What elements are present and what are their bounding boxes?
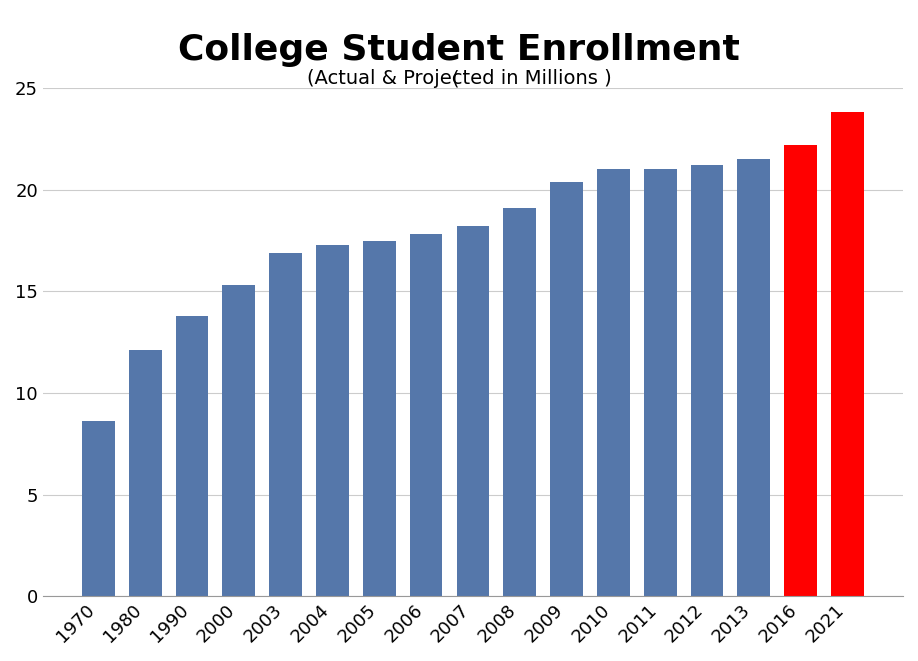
Bar [363,241,396,596]
Bar [644,169,677,596]
Bar [175,316,208,596]
Text: College Student Enrollment: College Student Enrollment [178,33,740,67]
Bar [82,421,115,596]
Bar [409,235,442,596]
Bar [831,112,864,596]
Bar [316,245,349,596]
Bar [550,182,583,596]
Bar [129,350,162,596]
Bar [784,145,817,596]
Text: (Actual & Projected in Millions ): (Actual & Projected in Millions ) [307,69,611,89]
Bar [597,169,630,596]
Bar [503,208,536,596]
Text: (: ( [452,69,459,89]
Bar [690,165,723,596]
Bar [222,286,255,596]
Bar [456,226,489,596]
Bar [737,159,770,596]
Bar [269,253,302,596]
